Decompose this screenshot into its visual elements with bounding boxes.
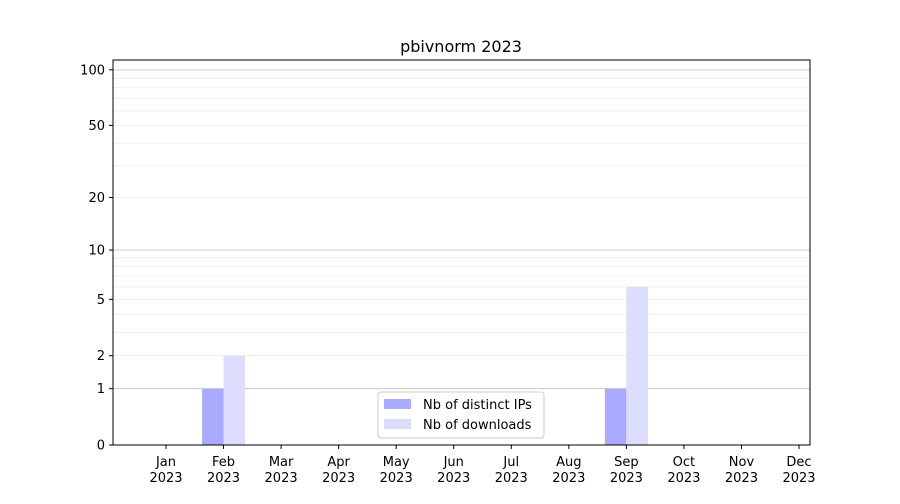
y-tick-label: 1 <box>97 382 105 397</box>
x-tick-label: Aug <box>556 455 581 470</box>
x-tick-label: Jan <box>155 455 176 470</box>
x-tick-label: 2023 <box>610 471 643 486</box>
x-tick-label: 2023 <box>322 471 355 486</box>
x-tick-label: 2023 <box>495 471 528 486</box>
x-tick-label: Apr <box>327 455 350 470</box>
legend-label: Nb of distinct IPs <box>423 398 532 413</box>
legend-swatch <box>384 399 411 409</box>
x-tick-label: 2023 <box>725 471 758 486</box>
x-tick-label: 2023 <box>667 471 700 486</box>
bar-0 <box>202 388 224 445</box>
x-tick-label: Dec <box>786 455 811 470</box>
x-tick-label: Feb <box>212 455 235 470</box>
x-tick-label: 2023 <box>552 471 585 486</box>
x-tick-label: Jun <box>443 455 464 470</box>
y-tick-label: 2 <box>97 349 105 364</box>
x-tick-label: 2023 <box>265 471 298 486</box>
legend-label: Nb of downloads <box>423 418 532 433</box>
bar-0 <box>604 388 627 445</box>
y-tick-label: 0 <box>97 439 105 454</box>
bar-1 <box>223 355 246 445</box>
x-tick-label: Jul <box>502 455 519 470</box>
x-tick-label: Nov <box>729 455 755 470</box>
chart-title: pbivnorm 2023 <box>400 37 522 56</box>
y-tick-label: 20 <box>88 191 105 206</box>
y-tick-label: 50 <box>88 119 105 134</box>
plot-frame <box>112 59 811 446</box>
x-tick-label: 2023 <box>782 471 815 486</box>
legend <box>377 391 545 439</box>
y-tick-label: 10 <box>88 244 105 259</box>
y-tick-label: 100 <box>80 63 105 78</box>
x-tick-label: 2023 <box>437 471 470 486</box>
y-tick-label: 5 <box>97 293 105 308</box>
x-tick-label: Mar <box>269 455 294 470</box>
bar-1 <box>626 286 648 445</box>
x-tick-label: May <box>383 455 410 470</box>
x-tick-label: 2023 <box>380 471 413 486</box>
x-tick-label: 2023 <box>207 471 240 486</box>
legend-swatch <box>384 419 411 429</box>
x-tick-label: Sep <box>614 455 639 470</box>
x-tick-label: 2023 <box>149 471 182 486</box>
x-tick-label: Oct <box>673 455 695 470</box>
